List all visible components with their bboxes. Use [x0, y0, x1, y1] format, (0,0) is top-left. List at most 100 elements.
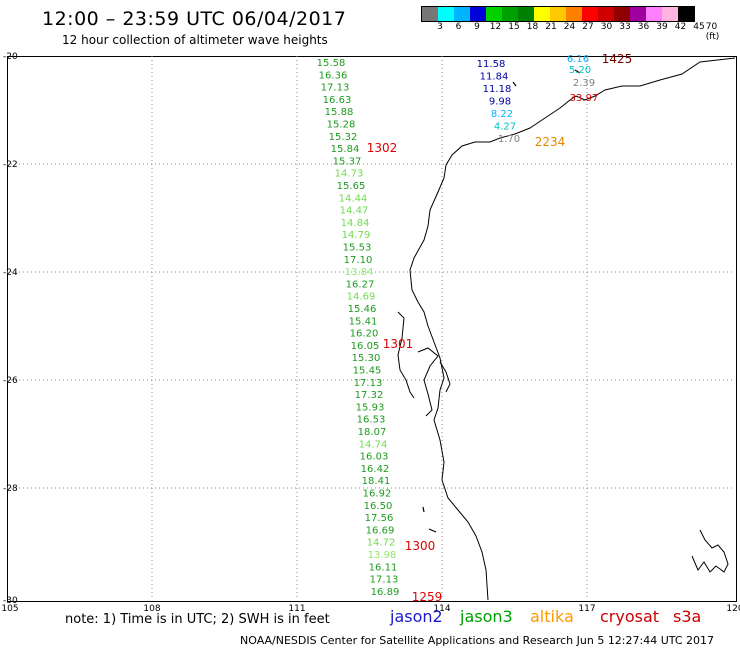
- wave-height-value: 18.07: [358, 427, 387, 438]
- wave-height-value: 17.13: [321, 83, 350, 94]
- pass-time-label: 1301: [383, 337, 414, 351]
- wave-height-value: 17.32: [355, 390, 384, 401]
- wave-height-value: 14.44: [339, 193, 368, 204]
- wave-height-value: 13.84: [345, 267, 374, 278]
- wave-height-value: 15.45: [353, 366, 382, 377]
- wave-height-value: 6.16: [567, 54, 589, 65]
- wave-height-value: 14.84: [341, 218, 370, 229]
- legend-label: 9: [474, 22, 480, 32]
- wave-height-value: 17.10: [344, 255, 373, 266]
- legend-label: 15: [508, 22, 520, 32]
- wave-height-value: 16.92: [363, 489, 392, 500]
- page-subtitle: 12 hour collection of altimeter wave hei…: [62, 33, 328, 47]
- legend-label: 39: [656, 22, 668, 32]
- wave-height-value: 5.20: [569, 65, 591, 76]
- lon-label: 111: [288, 604, 305, 614]
- lat-label: -26: [3, 376, 18, 386]
- legend-swatch: [454, 7, 470, 21]
- footer-note: note: 1) Time is in UTC; 2) SWH is in fe…: [65, 612, 330, 627]
- wave-height-value: 16.53: [357, 415, 386, 426]
- legend-label: 3: [437, 22, 443, 32]
- legend-swatch: [646, 7, 662, 21]
- shark-bay-coast: [397, 311, 451, 417]
- wave-height-value: 15.28: [327, 120, 356, 131]
- pass-time-label: 1300: [405, 539, 436, 553]
- lat-label: -22: [3, 160, 18, 170]
- legend-label: 36: [637, 22, 650, 32]
- wave-height-value: 15.41: [349, 316, 378, 327]
- legend-label: 42: [674, 22, 687, 32]
- wave-height-value: 17.13: [370, 575, 399, 586]
- wave-height-value: 15.37: [333, 156, 362, 167]
- wave-height-value: 11.18: [483, 84, 512, 95]
- legend-swatch: [502, 7, 518, 21]
- legend-swatch: [614, 7, 630, 21]
- wave-height-value: 15.32: [329, 132, 358, 143]
- legend-swatch: [486, 7, 502, 21]
- islands: [422, 69, 581, 533]
- wave-height-value: 16.27: [346, 279, 375, 290]
- lat-label: -30: [3, 596, 18, 606]
- legend-swatch: [470, 7, 486, 21]
- wave-height-value: 11.84: [480, 72, 509, 83]
- wave-height-value: 15.88: [325, 107, 354, 118]
- legend-label: 70 (ft): [705, 22, 720, 42]
- wave-height-value: 14.79: [342, 230, 371, 241]
- lon-label: 120: [726, 604, 740, 614]
- wave-height-value: 16.20: [350, 329, 379, 340]
- legend-labels: 3 6 9 12 15 18 21 24 27 30 33 36 39 42 45 70 (ft): [421, 22, 740, 42]
- legend-label: 12: [489, 22, 502, 32]
- footer-credit: NOAA/NESDIS Center for Satellite Applica…: [240, 634, 715, 647]
- pass-time-label: 1425: [602, 52, 633, 66]
- wave-height-value: 14.74: [359, 439, 388, 450]
- satellite-jason3: jason3: [460, 607, 513, 626]
- lat-label: -28: [3, 484, 18, 494]
- wave-height-value: 16.03: [360, 452, 389, 463]
- wave-height-value: 2.39: [573, 78, 595, 89]
- legend-swatch: [518, 7, 534, 21]
- wave-height-value: 17.56: [365, 513, 394, 524]
- satellite-altika: altika: [530, 607, 574, 626]
- legend-label: 33: [619, 22, 631, 32]
- wave-height-value: 9.98: [489, 97, 511, 108]
- page-title: 12:00 – 23:59 UTC 06/04/2017: [42, 8, 347, 30]
- legend-swatch: [550, 7, 566, 21]
- wave-height-value: 14.47: [340, 206, 369, 217]
- legend-swatch: [534, 7, 550, 21]
- lon-label: 117: [578, 604, 595, 614]
- wave-height-value: 13.98: [368, 550, 397, 561]
- legend-label: 30: [600, 22, 613, 32]
- wave-height-value: 16.11: [369, 562, 398, 573]
- wave-height-value: 16.63: [323, 95, 352, 106]
- wave-height-value: 16.36: [319, 70, 348, 81]
- legend-swatch: [662, 7, 678, 21]
- pass-time-label: 1259: [412, 590, 443, 604]
- map-frame: [7, 56, 737, 602]
- coastline: [409, 57, 736, 601]
- wave-height-value: 15.58: [317, 58, 346, 69]
- lon-label: 105: [1, 604, 18, 614]
- pass-time-label: 1302: [367, 141, 398, 155]
- legend-swatch: [598, 7, 614, 21]
- wave-height-value: 15.65: [337, 181, 366, 192]
- wave-height-value: 16.89: [371, 587, 400, 598]
- legend-swatch: [678, 7, 694, 21]
- wave-height-value: 16.69: [366, 525, 395, 536]
- legend-label: 45: [693, 22, 705, 32]
- lat-label: -20: [3, 52, 18, 62]
- wave-height-value: 15.53: [343, 243, 372, 254]
- inland-lake: [691, 529, 729, 573]
- legend-label: 6: [455, 22, 462, 32]
- legend-swatch: [630, 7, 646, 21]
- wave-height-value: 16.50: [364, 501, 393, 512]
- color-legend: [421, 6, 695, 22]
- wave-height-value: 33.97: [570, 93, 599, 104]
- legend-label: 21: [545, 22, 557, 32]
- wave-height-value: 18.41: [362, 476, 391, 487]
- lon-label: 108: [143, 604, 160, 614]
- wave-height-value: 14.69: [347, 292, 376, 303]
- wave-height-value: 16.05: [351, 341, 380, 352]
- legend-swatch: [566, 7, 582, 21]
- legend-label: 27: [582, 22, 594, 32]
